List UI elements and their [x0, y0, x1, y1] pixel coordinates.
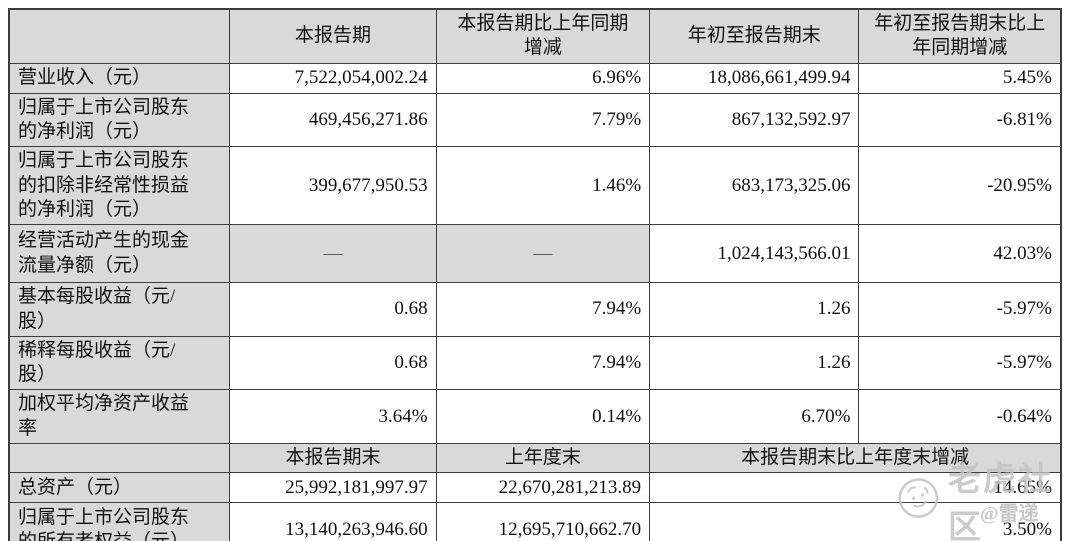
value-cell: 5.45%: [858, 62, 1062, 94]
value-cell: 22,670,281,213.89: [435, 472, 651, 504]
row-label: 营业收入（元）: [8, 62, 231, 94]
value-cell: 6.96%: [435, 62, 651, 94]
table-mid-header-row: 本报告期末 上年度末 本报告期末比上年度末增减: [8, 443, 1062, 474]
mid-header-corner-cell: [8, 443, 231, 474]
column-header-prev-year-end: 上年度末: [435, 443, 651, 474]
row-label: 归属于上市公司股东 的净利润（元）: [8, 92, 231, 148]
value-cell: 683,173,325.06: [649, 146, 860, 226]
value-cell-empty: —: [229, 224, 437, 284]
value-cell: 0.14%: [435, 389, 651, 445]
value-cell: 1.26: [649, 335, 860, 391]
row-label: 经营活动产生的现金 流量净额（元）: [8, 224, 231, 284]
value-cell: 13,140,263,946.60: [229, 502, 437, 541]
table-row: 经营活动产生的现金 流量净额（元） — — 1,024,143,566.01 4…: [8, 224, 1062, 284]
table-row: 归属于上市公司股东 的净利润（元） 469,456,271.86 7.79% 8…: [8, 92, 1062, 148]
column-header-period-end: 本报告期末: [229, 443, 437, 474]
table-row: 营业收入（元） 7,522,054,002.24 6.96% 18,086,66…: [8, 62, 1062, 94]
column-header-period-end-change: 本报告期末比上年度末增减: [649, 443, 1062, 474]
financial-summary-table: 本报告期 本报告期比上年同期 增减 年初至报告期末 年初至报告期末比上 年同期增…: [8, 8, 1062, 541]
value-cell: 3.64%: [229, 389, 437, 445]
value-cell: 12,695,710,662.70: [435, 502, 651, 541]
value-cell: 6.70%: [649, 389, 860, 445]
row-label: 归属于上市公司股东 的扣除非经常性损益 的净利润（元）: [8, 146, 231, 226]
row-label: 稀释每股收益（元/ 股）: [8, 335, 231, 391]
table-row: 归属于上市公司股东 的所有者权益（元） 13,140,263,946.60 12…: [8, 502, 1062, 541]
row-label: 总资产（元）: [8, 472, 231, 504]
column-header-period: 本报告期: [229, 8, 437, 64]
value-cell: 7.94%: [435, 335, 651, 391]
table-row: 归属于上市公司股东 的扣除非经常性损益 的净利润（元） 399,677,950.…: [8, 146, 1062, 226]
value-cell: -20.95%: [858, 146, 1062, 226]
value-cell: -5.97%: [858, 282, 1062, 337]
value-cell: 469,456,271.86: [229, 92, 437, 148]
value-cell: 7,522,054,002.24: [229, 62, 437, 94]
table-row: 加权平均净资产收益 率 3.64% 0.14% 6.70% -0.64%: [8, 389, 1062, 445]
value-cell: 25,992,181,997.97: [229, 472, 437, 504]
value-cell: 18,086,661,499.94: [649, 62, 860, 94]
value-cell: 7.79%: [435, 92, 651, 148]
value-cell: 3.50%: [649, 502, 1062, 541]
value-cell: 867,132,592.97: [649, 92, 860, 148]
value-cell: 1,024,143,566.01: [649, 224, 860, 284]
column-header-period-yoy: 本报告期比上年同期 增减: [435, 8, 651, 64]
value-cell: 1.26: [649, 282, 860, 337]
value-cell: -6.81%: [858, 92, 1062, 148]
row-label: 归属于上市公司股东 的所有者权益（元）: [8, 502, 231, 541]
value-cell-empty: —: [435, 224, 651, 284]
value-cell: 1.46%: [435, 146, 651, 226]
value-cell: 0.68: [229, 282, 437, 337]
column-header-ytd-yoy: 年初至报告期末比上 年同期增减: [858, 8, 1062, 64]
value-cell: 0.68: [229, 335, 437, 391]
table-row: 基本每股收益（元/ 股） 0.68 7.94% 1.26 -5.97%: [8, 282, 1062, 337]
table-header-row: 本报告期 本报告期比上年同期 增减 年初至报告期末 年初至报告期末比上 年同期增…: [8, 8, 1062, 64]
header-corner-cell: [8, 8, 231, 64]
value-cell: -0.64%: [858, 389, 1062, 445]
table-row: 总资产（元） 25,992,181,997.97 22,670,281,213.…: [8, 472, 1062, 504]
table-row: 稀释每股收益（元/ 股） 0.68 7.94% 1.26 -5.97%: [8, 335, 1062, 391]
row-label: 加权平均净资产收益 率: [8, 389, 231, 445]
value-cell: 42.03%: [858, 224, 1062, 284]
row-label: 基本每股收益（元/ 股）: [8, 282, 231, 337]
column-header-ytd: 年初至报告期末: [649, 8, 860, 64]
value-cell: 7.94%: [435, 282, 651, 337]
value-cell: 399,677,950.53: [229, 146, 437, 226]
value-cell: 14.65%: [649, 472, 1062, 504]
value-cell: -5.97%: [858, 335, 1062, 391]
